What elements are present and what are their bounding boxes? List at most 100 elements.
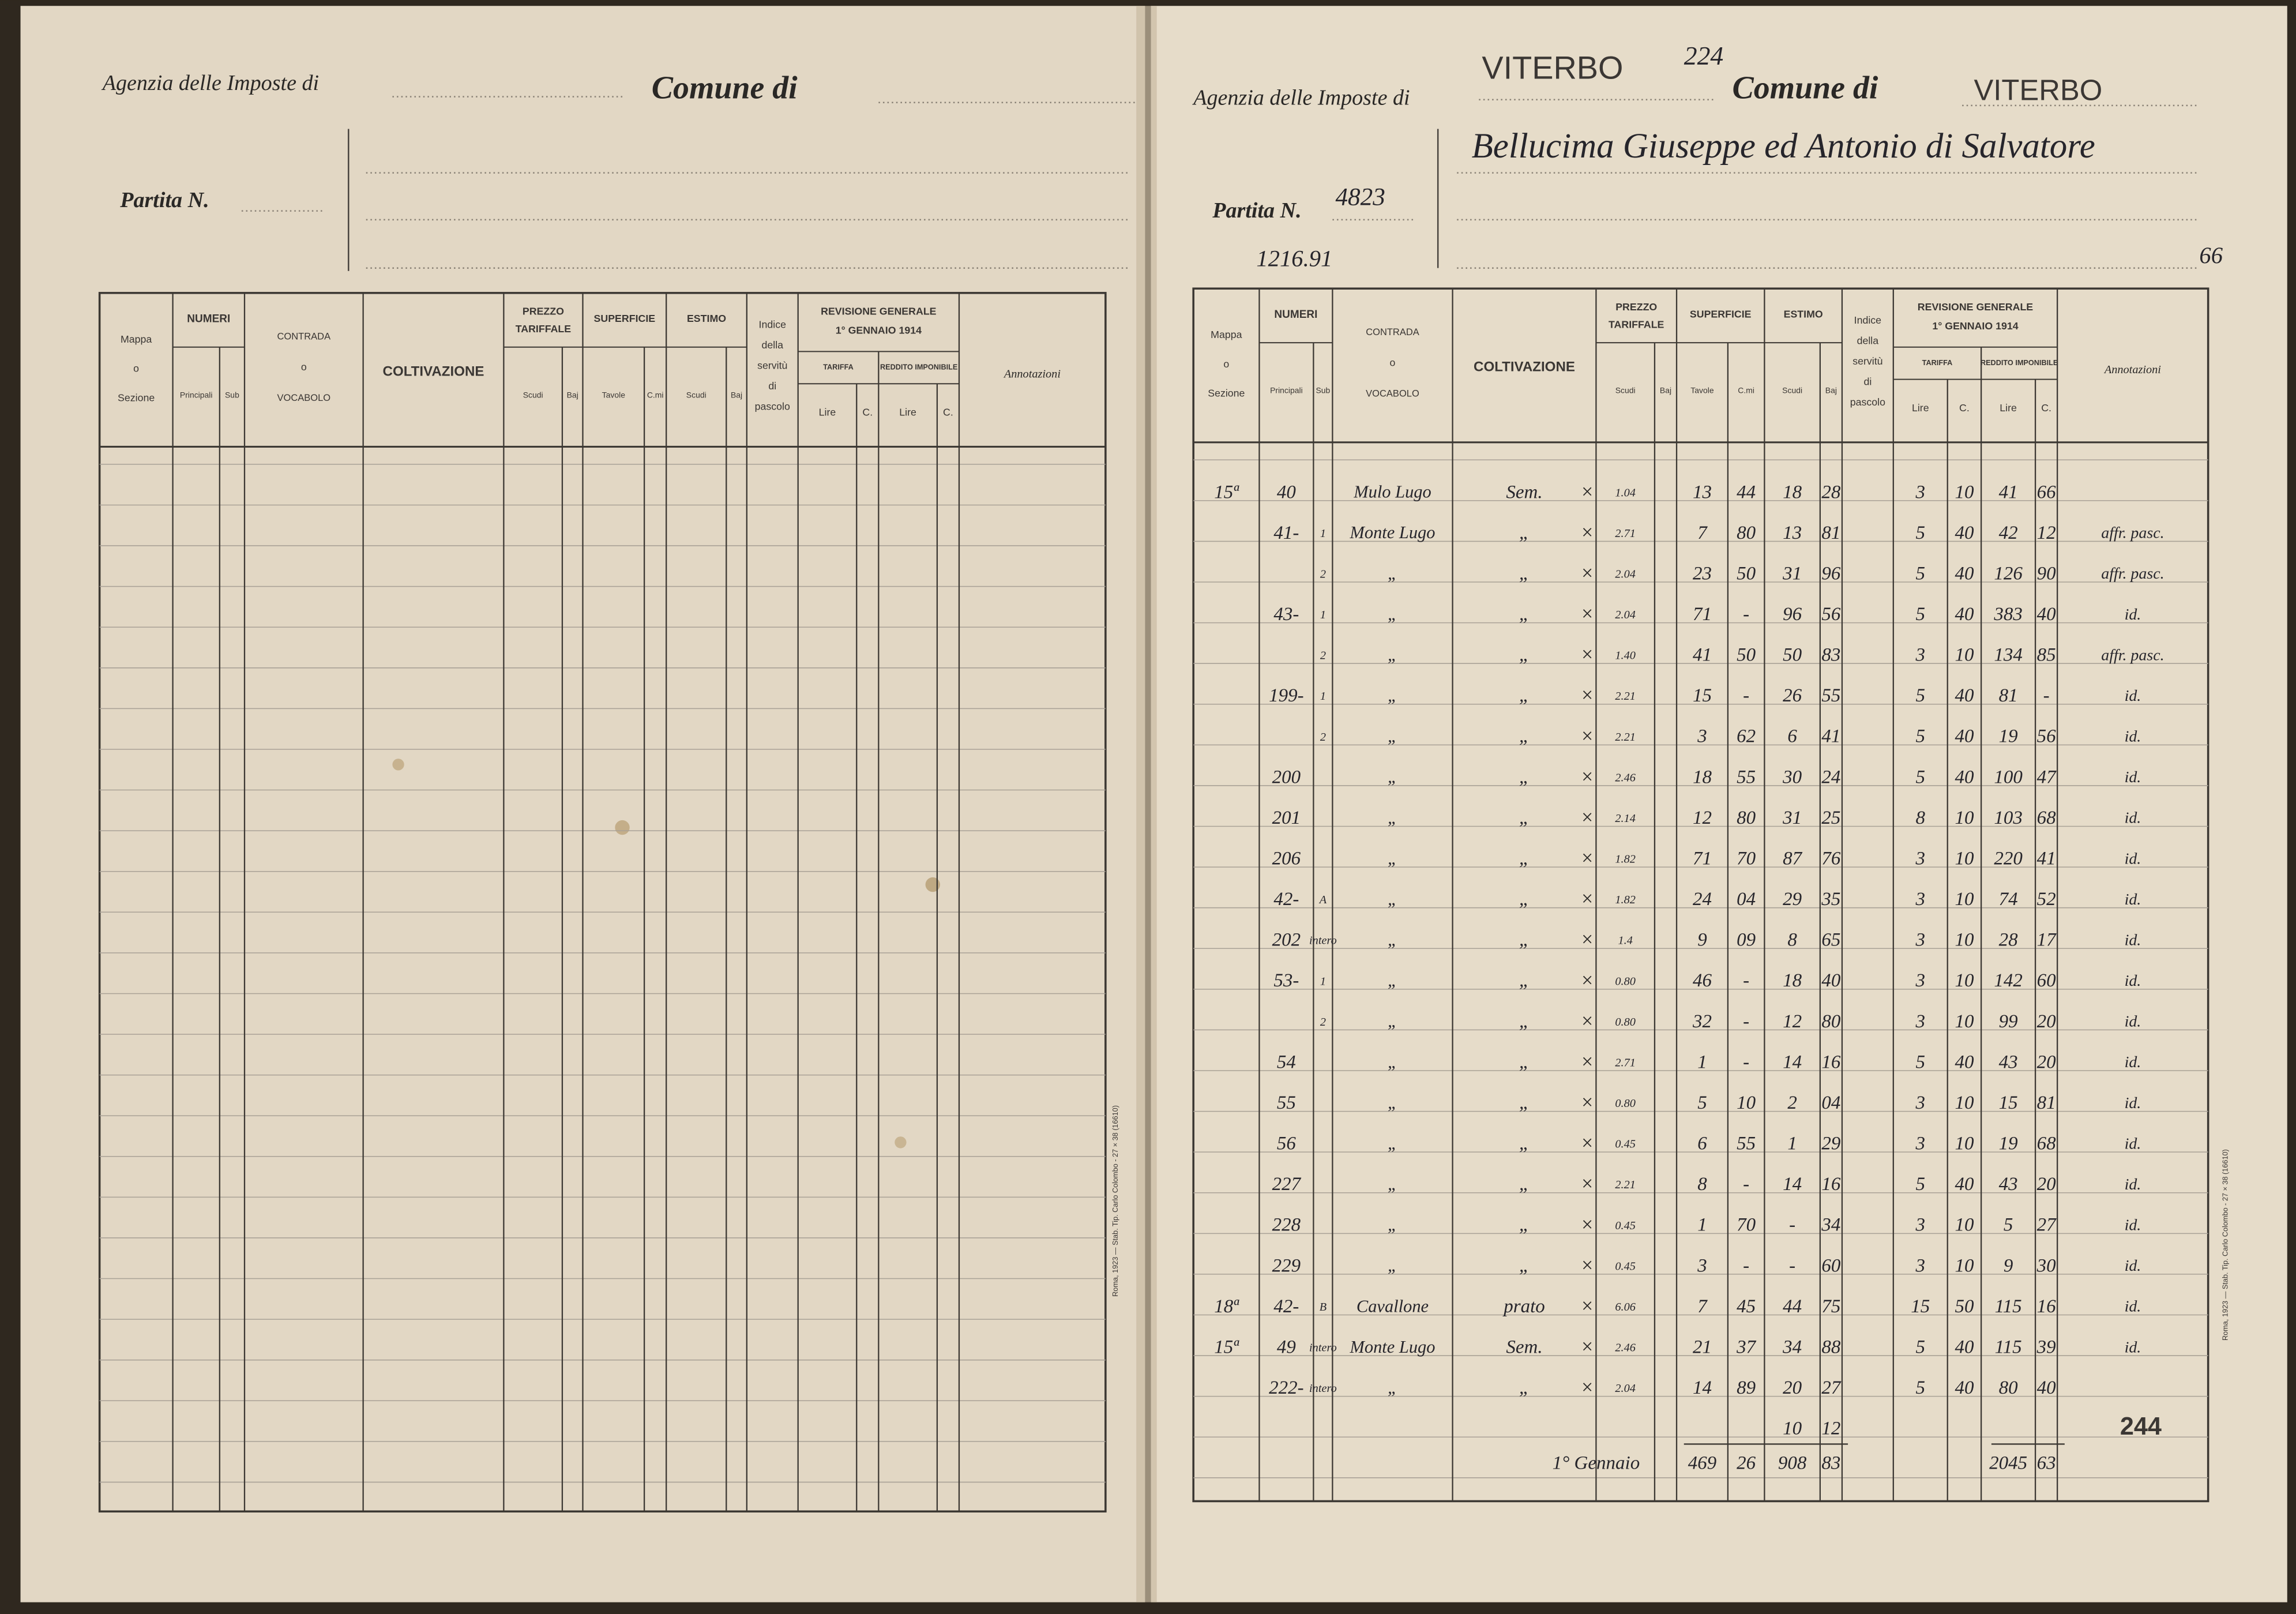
printer-note: Roma, 1923 — Stab. Tip. Carlo Colombo - … (2221, 1149, 2229, 1341)
cell-contrada: „ (1388, 930, 1397, 949)
comune-label: Comune di (652, 70, 798, 106)
cell-cmi: 70 (1737, 848, 1756, 869)
cell-es: 14 (1783, 1174, 1802, 1195)
header-label: o (301, 361, 307, 373)
header-label: pascolo (755, 401, 790, 412)
cell-tav: 18 (1693, 767, 1712, 787)
cell-n: 222- (1269, 1377, 1304, 1398)
cell-tav: 8 (1697, 1174, 1707, 1195)
cell-eb: 60 (1821, 1255, 1841, 1276)
cell-contrada: „ (1388, 1052, 1397, 1072)
cell-colt: prato (1502, 1296, 1545, 1317)
cell-tc: 40 (1955, 1377, 1974, 1398)
cell-cmi: 62 (1737, 726, 1756, 747)
cell-colt: „ (1519, 1093, 1530, 1113)
stain (392, 759, 404, 771)
header-label: Lire (899, 407, 916, 418)
cell-tl: 3 (1915, 482, 1926, 502)
cell-rl: 134 (1994, 645, 2023, 666)
cell-ann: id. (2125, 1298, 2141, 1316)
cell-prezzo: 1.82 (1615, 853, 1636, 866)
header-label: Lire (1912, 402, 1929, 414)
cell-colt: „ (1519, 930, 1530, 951)
cell-s: 2 (1320, 650, 1326, 662)
cell-rc: 16 (2037, 1296, 2057, 1317)
header-label: C.mi (1738, 386, 1754, 395)
cell-tl: 3 (1915, 889, 1926, 910)
cell-n: 41- (1273, 523, 1299, 543)
cell-tc: 10 (1955, 930, 1974, 951)
cell-n: 53- (1273, 970, 1299, 991)
cell-tav: 12 (1693, 808, 1712, 828)
cell-ann: id. (2125, 606, 2141, 624)
cell-contrada: „ (1388, 645, 1397, 665)
cell-tav: 3 (1697, 1255, 1707, 1276)
cell-tc: 10 (1955, 1255, 1974, 1276)
cell-prezzo: 2.04 (1615, 1382, 1636, 1395)
cell-ann: id. (2125, 1135, 2141, 1153)
header-label: ESTIMO (1784, 309, 1823, 320)
cell-eb: 27 (1821, 1377, 1842, 1398)
cell-cmi: 70 (1737, 1215, 1756, 1236)
header-label: Indice (1854, 314, 1882, 326)
header-label: della (761, 339, 783, 351)
cell-rc: 17 (2037, 930, 2057, 951)
cell-s: A (1318, 894, 1327, 906)
check-mark: × (1581, 846, 1593, 869)
header-label: TARIFFA (1922, 359, 1953, 367)
cell-tc: 10 (1955, 482, 1974, 502)
cell-s: 1 (1320, 609, 1326, 621)
cell-tav: 1 (1697, 1215, 1707, 1236)
printer-note: Roma, 1923 — Stab. Tip. Carlo Colombo - … (1111, 1105, 1119, 1297)
cell-colt: „ (1519, 523, 1530, 543)
cell-prezzo: 6.06 (1615, 1301, 1636, 1313)
cell-cmi: 44 (1737, 482, 1756, 502)
cell-rc: 41 (2037, 848, 2056, 869)
cell-es: - (1789, 1215, 1795, 1236)
cell-s: 2 (1320, 1016, 1326, 1029)
cell-cmi: 45 (1737, 1296, 1756, 1317)
header-label: COLTIVAZIONE (383, 363, 484, 379)
cell-rl: 19 (1999, 1133, 2018, 1154)
cell-tl: 5 (1916, 1174, 1926, 1195)
check-mark: × (1581, 1009, 1593, 1032)
cell-cmi: - (1743, 1052, 1749, 1072)
cell-tav: 23 (1693, 563, 1712, 584)
cell-colt: „ (1519, 1174, 1530, 1195)
cell-prezzo: 2.21 (1615, 731, 1636, 744)
cell-colt: „ (1519, 1011, 1530, 1032)
cell-cmi: 09 (1737, 930, 1756, 951)
header-label: Sezione (1208, 388, 1245, 399)
cell-prezzo: 2.46 (1615, 771, 1636, 784)
header-label: PREZZO (1615, 301, 1657, 313)
comune-value: VITERBO (1974, 73, 2102, 106)
cell-tc: 40 (1955, 767, 1974, 787)
partita-label: Partita N. (119, 188, 209, 212)
cell-rc: 20 (2037, 1011, 2057, 1032)
cell-tav: 46 (1693, 970, 1712, 991)
cell-tl: 5 (1916, 563, 1926, 584)
cell-tc: 50 (1955, 1296, 1974, 1317)
cell-ann: id. (2125, 1176, 2141, 1193)
right-sheet (1151, 6, 2287, 1602)
header-label: Scudi (1782, 386, 1802, 395)
cell-es: 29 (1783, 889, 1802, 910)
table-frame (1192, 287, 2209, 1503)
cell-colt: „ (1519, 645, 1530, 666)
cell-tc: 10 (1955, 1215, 1974, 1236)
cell-es: 14 (1783, 1052, 1802, 1072)
check-mark: × (1581, 602, 1593, 625)
header-label: di (768, 380, 776, 392)
header-label: 1° GENNAIO 1914 (1932, 320, 2018, 332)
cell-tav: 7 (1697, 523, 1708, 543)
cell-es: 10 (1783, 1418, 1802, 1439)
cell-contrada: Cavallone (1356, 1296, 1429, 1316)
stamp-number: 224 (1684, 41, 1724, 70)
cell-n: 49 (1277, 1337, 1296, 1357)
cell-s: intero (1309, 1382, 1337, 1395)
cell-n: 56 (1277, 1133, 1297, 1154)
cell-eb: 34 (1821, 1215, 1840, 1236)
